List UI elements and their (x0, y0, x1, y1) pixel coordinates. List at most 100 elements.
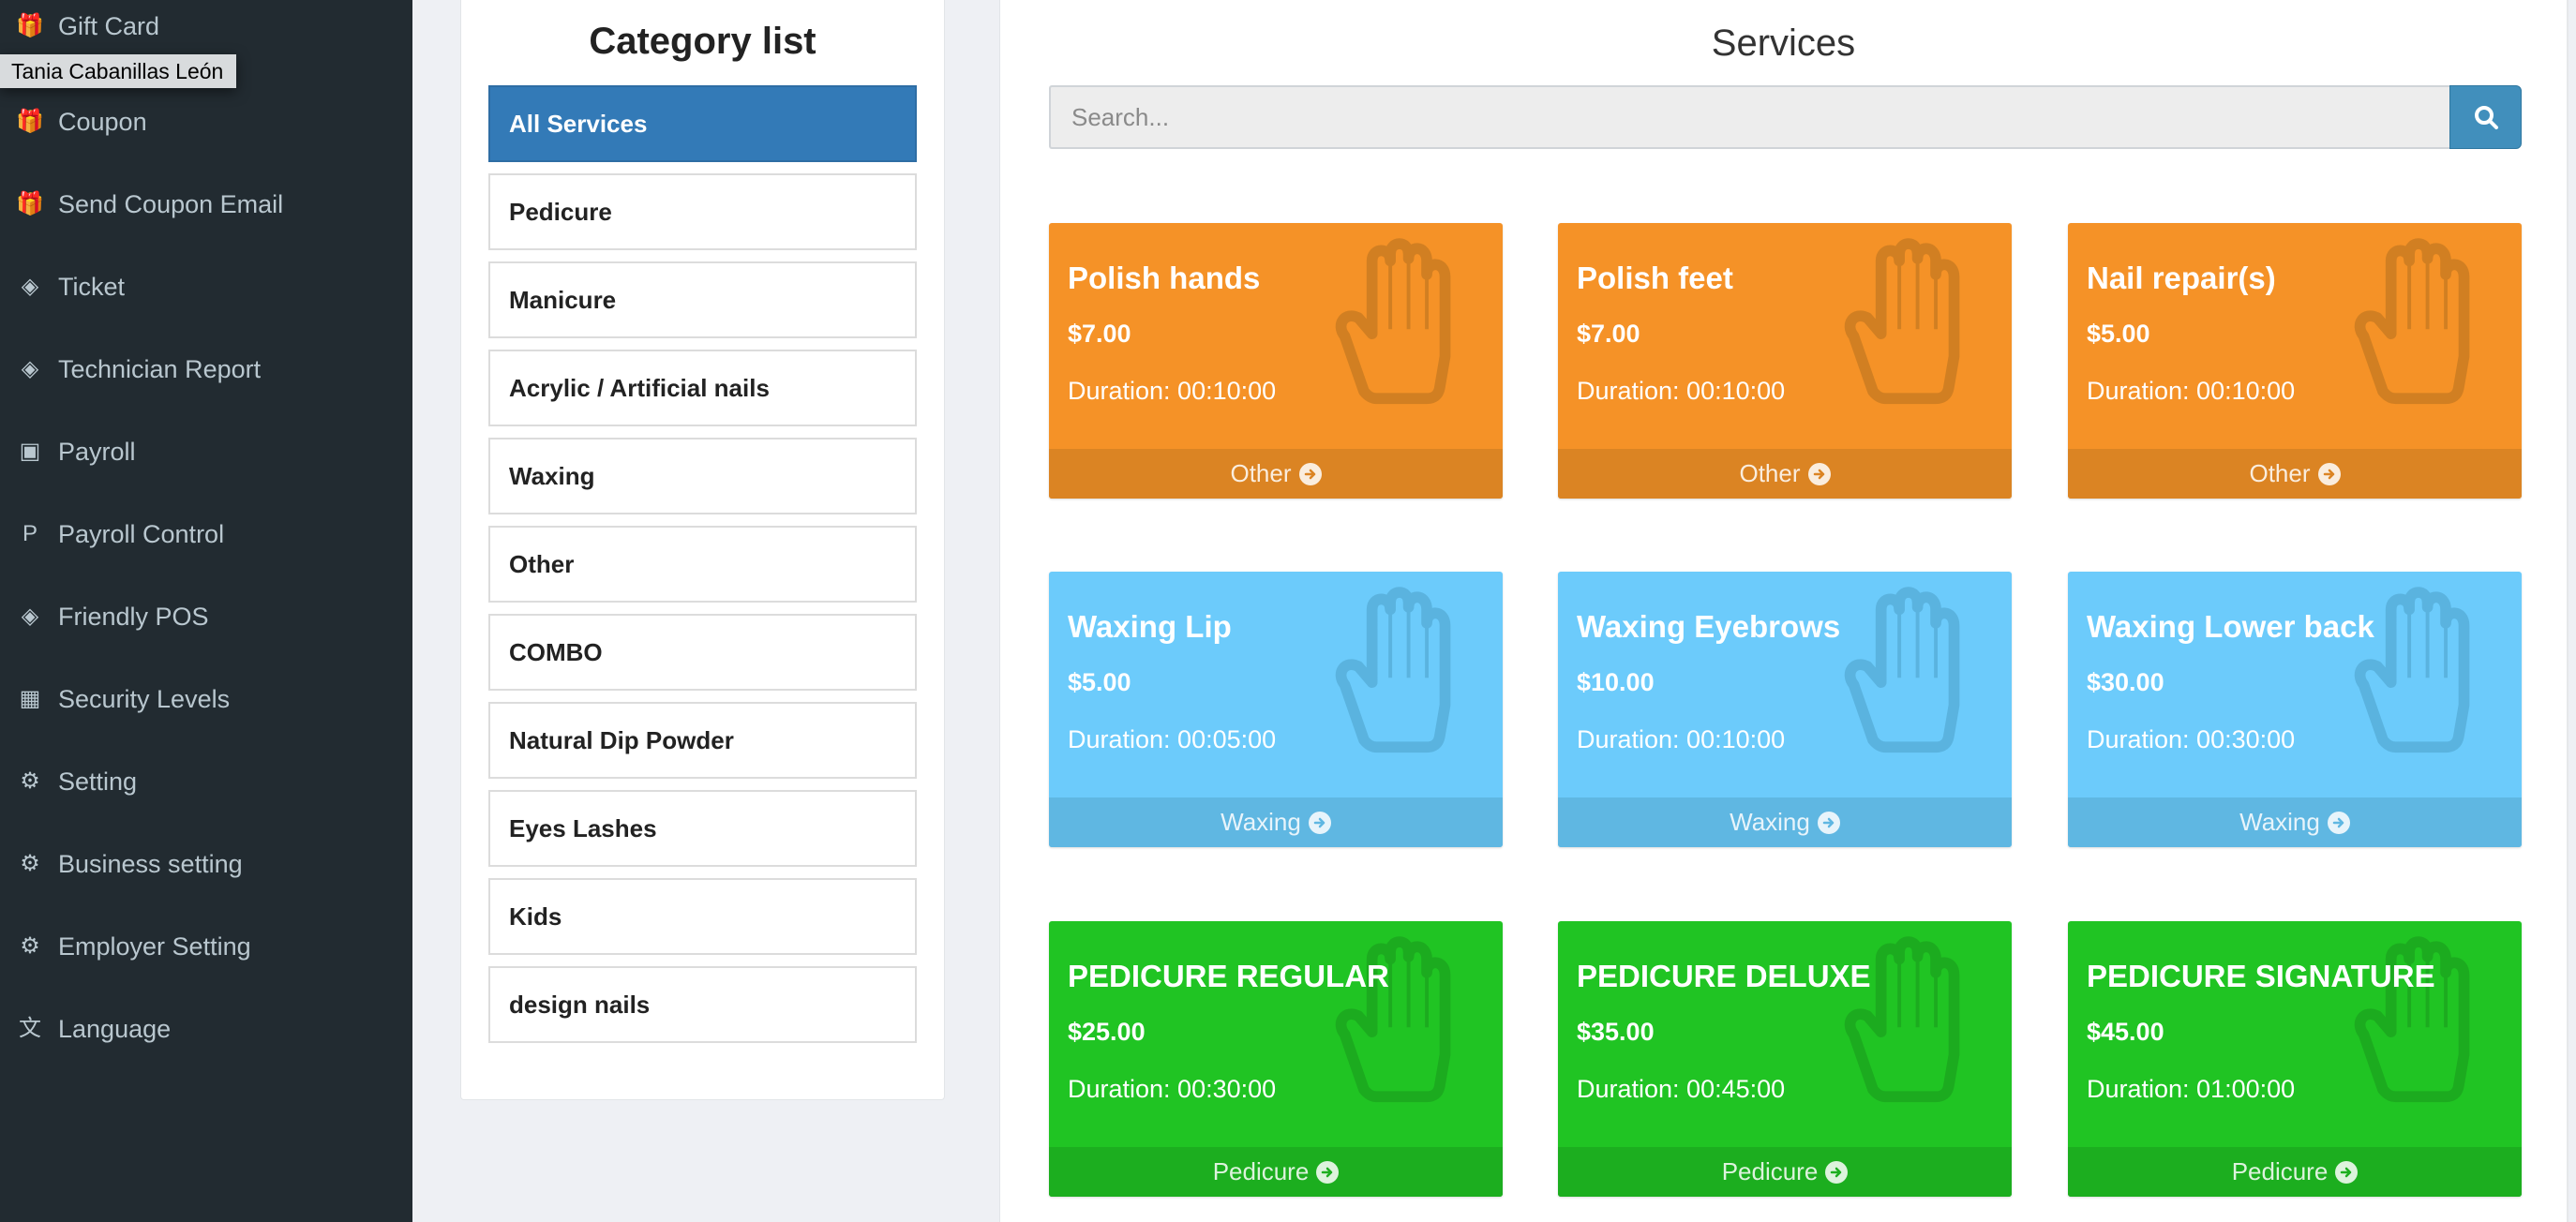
service-card[interactable]: PEDICURE SIGNATURE $45.00 Duration: 01:00:… (2068, 921, 2522, 1197)
sidebar-item-coupon[interactable]: 🎁 Coupon (0, 94, 412, 150)
category-item[interactable]: Other (488, 526, 917, 603)
arrow-circle-right-icon (2317, 462, 2341, 485)
service-price: $30.00 (2087, 668, 2164, 696)
sidebar-item-technician-report[interactable]: ◈ Technician Report (0, 341, 412, 397)
service-category-link[interactable]: Other (1049, 449, 1503, 499)
sidebar-item-label: Payroll (58, 437, 136, 466)
service-name: PEDICURE DELUXE (1577, 959, 1871, 993)
category-item[interactable]: Manicure (488, 261, 917, 338)
service-duration: Duration: 00:10:00 (1577, 377, 1786, 405)
service-price: $5.00 (2087, 320, 2150, 348)
service-category-link[interactable]: Pedicure (1049, 1147, 1503, 1197)
sidebar: 🎁 Gift Card 🎁 Coupon 🎁 Send Coupon Email ◈ Tick… (0, 0, 412, 1222)
sidebar-item-language[interactable]: ⽂ Language (0, 1001, 412, 1057)
ticket-icon: ◈ (21, 604, 39, 629)
service-name: Waxing Lower back (2087, 609, 2374, 644)
service-price: $10.00 (1577, 668, 1655, 696)
sidebar-item-send-coupon-email[interactable]: 🎁 Send Coupon Email (0, 176, 412, 232)
service-card[interactable]: Waxing Lip $5.00 Duration: 00:05:00 Waxing (1049, 572, 1503, 847)
language-icon: ⽂ (19, 1016, 41, 1041)
category-panel: Category list All Services Pedicure Manicu… (460, 0, 945, 1100)
category-item[interactable]: Natural Dip Powder (488, 702, 917, 779)
service-card[interactable]: Polish feet $7.00 Duration: 00:10:00 Other (1558, 223, 2012, 499)
money-icon: ▣ (19, 439, 41, 464)
service-duration: Duration: 00:10:00 (2087, 377, 2296, 405)
service-name: Polish hands (1068, 261, 1261, 295)
category-item[interactable]: Acrylic / Artificial nails (488, 350, 917, 426)
category-item[interactable]: Pedicure (488, 173, 917, 250)
service-duration: Duration: 00:05:00 (1068, 725, 1277, 753)
hand-icon (2354, 936, 2470, 1103)
service-category-link[interactable]: Waxing (2068, 797, 2522, 847)
sidebar-item-business-setting[interactable]: ⚙ Business setting (0, 836, 412, 892)
service-category-label: Other (1230, 459, 1292, 487)
gear-icon: ⚙ (20, 768, 40, 794)
service-name: Waxing Eyebrows (1577, 609, 1841, 644)
service-category-link[interactable]: Waxing (1558, 797, 2012, 847)
sidebar-item-gift-card[interactable]: 🎁 Gift Card (0, 0, 412, 54)
service-duration: Duration: 01:00:00 (2087, 1075, 2296, 1103)
hand-icon (1335, 936, 1451, 1103)
service-card[interactable]: Waxing Lower back $30.00 Duration: 00:30:0… (2068, 572, 2522, 847)
sidebar-item-label: Friendly POS (58, 602, 209, 631)
service-category-link[interactable]: Pedicure (2068, 1147, 2522, 1197)
arrow-circle-right-icon (1308, 811, 1331, 834)
service-category-label: Waxing (1730, 808, 1810, 836)
service-category-link[interactable]: Other (1558, 449, 2012, 499)
category-item[interactable]: All Services (488, 85, 917, 162)
service-name: Nail repair(s) (2087, 261, 2276, 295)
service-card[interactable]: Nail repair(s) $5.00 Duration: 00:10:00 Oth… (2068, 223, 2522, 499)
service-card[interactable]: Waxing Eyebrows $10.00 Duration: 00:10:00 W… (1558, 572, 2012, 847)
service-name: Waxing Lip (1068, 609, 1232, 644)
sidebar-item-employer-setting[interactable]: ⚙ Employer Setting (0, 918, 412, 975)
service-duration: Duration: 00:30:00 (1068, 1075, 1277, 1103)
hand-icon (1844, 587, 1960, 753)
sidebar-item-label: Language (58, 1014, 172, 1043)
arrow-circle-right-icon (1825, 1160, 1849, 1184)
arrow-circle-right-icon (1807, 462, 1831, 485)
sidebar-item-label: Payroll Control (58, 519, 225, 548)
category-list-title: Category list (589, 21, 816, 62)
hand-icon (1844, 238, 1960, 405)
hand-icon (2354, 587, 2470, 753)
category-item[interactable]: design nails (488, 966, 917, 1043)
sidebar-item-payroll-control[interactable]: P Payroll Control (0, 506, 412, 562)
service-price: $25.00 (1068, 1018, 1146, 1046)
sidebar-item-ticket[interactable]: ◈ Ticket (0, 259, 412, 315)
category-item[interactable]: Kids (488, 878, 917, 955)
service-category-label: Waxing (2239, 808, 2320, 836)
service-duration: Duration: 00:10:00 (1577, 725, 1786, 753)
service-category-link[interactable]: Pedicure (1558, 1147, 2012, 1197)
services-title: Services (1711, 22, 1856, 64)
paypal-icon: P (22, 521, 37, 546)
calendar-icon: ▦ (19, 686, 41, 711)
service-card[interactable]: PEDICURE DELUXE $35.00 Duration: 00:45:00 P… (1558, 921, 2012, 1197)
sidebar-item-setting[interactable]: ⚙ Setting (0, 753, 412, 810)
search-input[interactable] (1049, 85, 2449, 149)
service-category-link[interactable]: Other (2068, 449, 2522, 499)
category-item[interactable]: Eyes Lashes (488, 790, 917, 867)
hand-icon (1335, 238, 1451, 405)
service-category-label: Pedicure (1212, 1157, 1310, 1185)
service-price: $35.00 (1577, 1018, 1655, 1046)
sidebar-item-friendly-pos[interactable]: ◈ Friendly POS (0, 589, 412, 645)
category-item[interactable]: COMBO (488, 614, 917, 691)
service-duration: Duration: 00:30:00 (2087, 725, 2296, 753)
service-category-link[interactable]: Waxing (1049, 797, 1503, 847)
category-item[interactable]: Waxing (488, 438, 917, 514)
sidebar-item-security-levels[interactable]: ▦ Security Levels (0, 671, 412, 727)
search-button[interactable] (2449, 85, 2522, 149)
sidebar-item-label: Coupon (58, 107, 147, 136)
service-price: $7.00 (1577, 320, 1640, 348)
service-price: $45.00 (2087, 1018, 2164, 1046)
search-icon (2474, 106, 2498, 129)
gift-icon: 🎁 (16, 13, 44, 38)
sidebar-item-payroll[interactable]: ▣ Payroll (0, 424, 412, 480)
service-category-label: Pedicure (2231, 1157, 2329, 1185)
arrow-circle-right-icon (1817, 811, 1840, 834)
service-name: PEDICURE REGULAR (1068, 959, 1389, 993)
arrow-circle-right-icon (1316, 1160, 1340, 1184)
hand-icon (2354, 238, 2470, 405)
service-card[interactable]: PEDICURE REGULAR $25.00 Duration: 00:30:00… (1049, 921, 1503, 1197)
service-card[interactable]: Polish hands $7.00 Duration: 00:10:00 Other (1049, 223, 1503, 499)
